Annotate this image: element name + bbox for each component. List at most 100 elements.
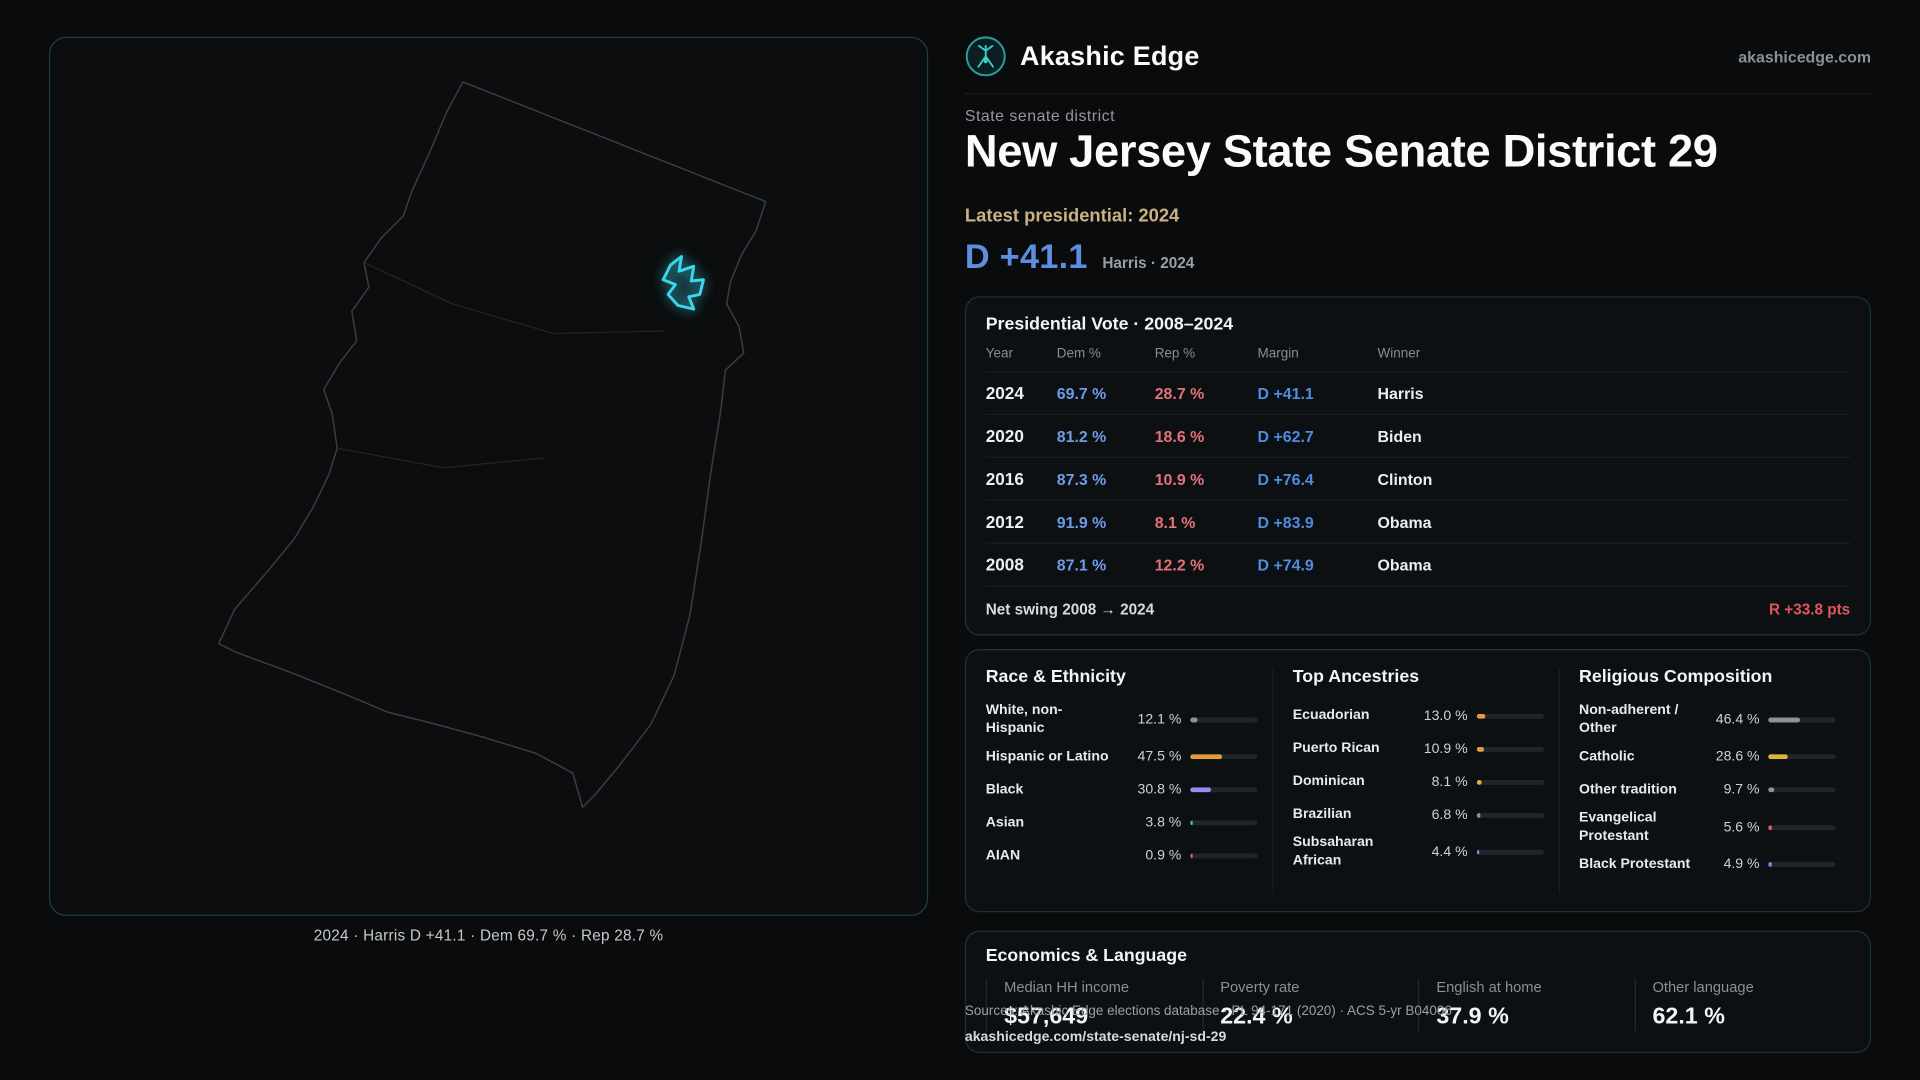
dem-cell: 87.3 % <box>1056 469 1107 488</box>
kicker-label: State senate district <box>964 106 1115 125</box>
map-caption: 2024 · Harris D +41.1 · Dem 69.7 % · Rep… <box>313 926 664 945</box>
list-item: Dominican 8.1 % <box>1293 765 1544 798</box>
top-ancestries-section: Top Ancestries Ecuadorian 13.0 % Puerto … <box>1271 667 1558 894</box>
rep-cell: 28.7 % <box>1154 383 1205 403</box>
demo-bar <box>1476 849 1544 855</box>
demo-value: 47.5 % <box>1137 749 1182 765</box>
table-row: 2020 81.2 % 18.6 % D +62.7 Biden <box>985 413 1851 457</box>
header-divider <box>964 93 1872 95</box>
district-29-shape[interactable] <box>661 255 705 311</box>
stat-value: 62.1 % <box>1652 1004 1725 1030</box>
stat-label: Poverty rate <box>1220 978 1300 996</box>
permalink-url[interactable]: akashicedge.com/state-senate/nj-sd-29 <box>964 1029 1227 1045</box>
winner-cell: Clinton <box>1377 469 1433 488</box>
col-rep: Rep % <box>1154 346 1196 362</box>
demo-label: Other tradition <box>1579 782 1677 798</box>
demo-label: Subsaharan African <box>1292 835 1374 869</box>
demo-value: 8.1 % <box>1431 774 1468 790</box>
demo-label: Hispanic or Latino <box>985 749 1109 764</box>
net-swing-label: Net swing 2008 → 2024 <box>985 601 1155 619</box>
dem-cell: 91.9 % <box>1056 512 1107 531</box>
demo-bar <box>1768 825 1836 830</box>
brand: Akashic Edge <box>965 36 1200 78</box>
demo-bar <box>1189 853 1258 859</box>
demographics-card: Race & Ethnicity White, non-Hispanic 12.… <box>964 648 1872 913</box>
table-row: 2012 91.9 % 8.1 % D +83.9 Obama <box>985 499 1851 543</box>
list-item: Puerto Rican 10.9 % <box>1293 732 1544 765</box>
economics-language-card: Economics & Language Median HH income $5… <box>964 930 1872 1054</box>
section-title: Top Ancestries <box>1292 667 1420 687</box>
detail-panel: Akashic Edge akashicedge.com State senat… <box>964 0 1872 1080</box>
demo-bar <box>1768 787 1836 793</box>
col-dem: Dem % <box>1056 346 1101 362</box>
list-item: Evangelical Protestant 5.6 % <box>1579 807 1836 848</box>
col-winner: Winner <box>1377 346 1421 362</box>
page-title: New Jersey State Senate District 29 <box>964 126 1718 177</box>
stat-label: English at home <box>1436 978 1542 996</box>
table-row: 2016 87.3 % 10.9 % D +76.4 Clinton <box>985 456 1851 500</box>
demo-bar <box>1768 862 1836 868</box>
winner-cell: Biden <box>1377 426 1422 446</box>
headline-margin-note: Harris · 2024 <box>1102 254 1195 272</box>
list-item: Black Protestant 4.9 % <box>1579 848 1836 881</box>
stats-row: Median HH income $57,649 Poverty rate 22… <box>985 978 1850 1032</box>
county-boundary-line <box>337 447 544 469</box>
list-item: Other tradition 9.7 % <box>1579 774 1836 807</box>
list-item: Catholic 28.6 % <box>1579 741 1836 774</box>
winner-cell: Harris <box>1377 383 1424 403</box>
margin-cell: D +41.1 <box>1257 383 1314 403</box>
demo-label: AIAN <box>985 848 1021 864</box>
list-item: Hispanic or Latino 47.5 % <box>986 741 1258 774</box>
demo-bar <box>1189 717 1258 723</box>
table-row: 2008 87.1 % 12.2 % D +74.9 Obama <box>985 542 1851 585</box>
demo-value: 30.8 % <box>1137 782 1182 798</box>
brand-domain-link[interactable]: akashicedge.com <box>1738 47 1872 66</box>
stat-value: 37.9 % <box>1436 1004 1509 1030</box>
latest-presidential-label: Latest presidential: 2024 <box>964 205 1180 227</box>
demo-value: 46.4 % <box>1715 712 1760 728</box>
demo-value: 10.9 % <box>1423 741 1468 757</box>
margin-cell: D +62.7 <box>1257 426 1314 446</box>
race-ethnicity-section: Race & Ethnicity White, non-Hispanic 12.… <box>986 667 1272 894</box>
list-item: Black 30.8 % <box>986 774 1258 807</box>
demo-value: 12.1 % <box>1137 712 1182 728</box>
headline-margin-value: D +41.1 <box>964 237 1088 276</box>
demo-value: 4.4 % <box>1431 844 1468 860</box>
rep-cell: 18.6 % <box>1154 426 1205 446</box>
dem-cell: 81.2 % <box>1056 426 1107 446</box>
card-title: Economics & Language <box>985 946 1187 967</box>
demo-label: Brazilian <box>1292 806 1352 822</box>
demo-label: White, non-Hispanic <box>985 702 1063 736</box>
list-item: Subsaharan African 4.4 % <box>1293 831 1544 872</box>
stat-value: $57,649 <box>1004 1004 1089 1030</box>
demo-label: Ecuadorian <box>1292 707 1370 723</box>
demo-value: 3.8 % <box>1145 815 1182 831</box>
demo-bar <box>1476 812 1544 818</box>
table-row: 2024 69.7 % 28.7 % D +41.1 Harris <box>985 371 1851 414</box>
section-title: Race & Ethnicity <box>985 667 1126 687</box>
year-cell: 2024 <box>985 383 1024 403</box>
demo-label: Puerto Rican <box>1292 740 1380 756</box>
demo-bar <box>1768 754 1836 760</box>
demo-label: Asian <box>985 815 1025 831</box>
sources-line: Sources: Akashic Edge elections database… <box>964 1004 1452 1019</box>
list-item: Asian 3.8 % <box>986 807 1258 840</box>
county-boundary-line <box>363 262 664 335</box>
demo-value: 5.6 % <box>1723 820 1760 835</box>
akashic-edge-logo-icon <box>965 36 1007 78</box>
rep-cell: 8.1 % <box>1154 512 1196 531</box>
state-outline <box>217 81 767 808</box>
demo-label: Non-adherent / Other <box>1579 702 1679 736</box>
demo-value: 13.0 % <box>1423 708 1468 724</box>
rep-cell: 12.2 % <box>1154 555 1205 574</box>
col-year: Year <box>985 346 1013 362</box>
demo-bar <box>1189 754 1258 760</box>
demo-bar <box>1476 779 1544 785</box>
winner-cell: Obama <box>1377 512 1432 531</box>
demo-bar <box>1189 820 1258 826</box>
religious-composition-section: Religious Composition Non-adherent / Oth… <box>1558 667 1850 894</box>
dem-cell: 69.7 % <box>1056 383 1107 403</box>
stat-poverty-rate: Poverty rate 22.4 % <box>1201 978 1418 1032</box>
stat-label: Other language <box>1652 978 1754 996</box>
